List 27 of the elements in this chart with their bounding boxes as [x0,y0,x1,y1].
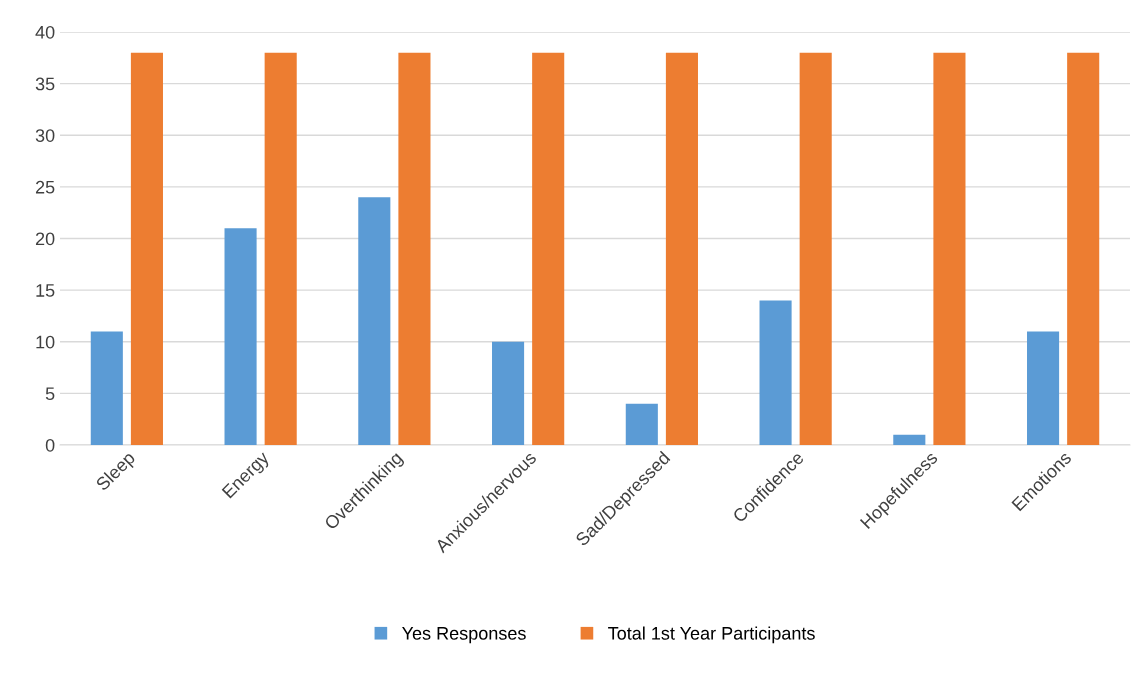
bar [933,52,966,445]
y-tick-label: 40 [35,25,55,39]
y-tick-label: 15 [36,284,55,297]
y-tick-label: 35 [35,77,55,91]
bar [224,228,257,445]
y-tick-label: 25 [35,180,55,194]
y-tick-label: 30 [35,129,55,142]
bar [492,341,525,445]
bar [1027,331,1060,445]
bar [398,52,431,445]
bar [759,300,792,445]
bar [130,52,163,445]
bar [799,52,832,445]
y-tick-label: 5 [45,387,55,401]
bar [893,434,926,445]
bar [264,52,297,445]
bar [1067,52,1100,445]
bar [358,197,391,445]
bar [90,331,123,445]
bar [532,52,565,445]
y-tick-label: 20 [35,232,55,246]
legend-label: Total 1st Year Participants [608,626,815,644]
y-tick-label: 10 [36,335,55,349]
bar [625,403,658,445]
bar [665,52,698,445]
legend-label: Yes Responses [402,627,526,644]
y-tick-label: 0 [45,438,55,452]
